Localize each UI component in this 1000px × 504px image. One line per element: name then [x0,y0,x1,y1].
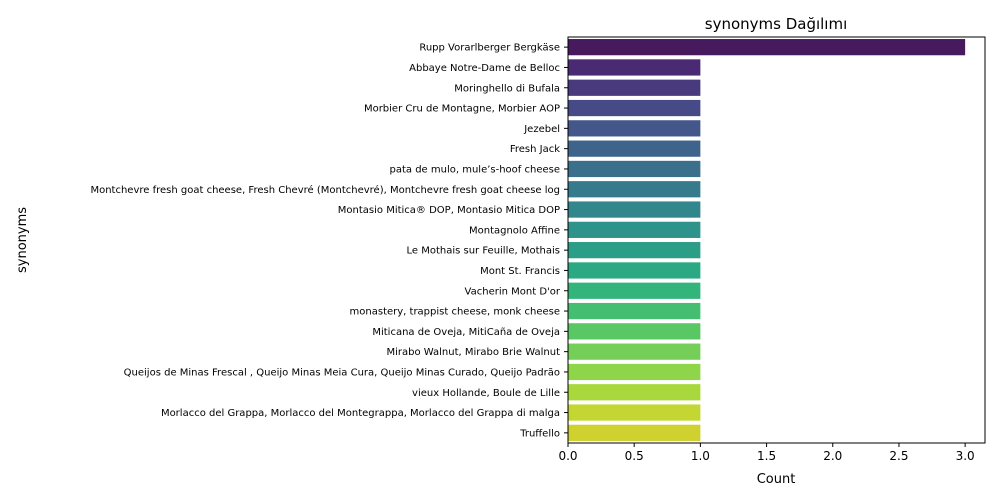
y-tick-label: pata de mulo, mule’s-hoof cheese [390,164,561,175]
bar [568,323,701,340]
y-axis-label: synonyms [15,207,30,273]
y-tick-label: Abbaye Notre-Dame de Belloc [409,63,560,74]
y-tick-label: Fresh Jack [510,144,560,155]
x-ticks: 0.0 0.5 1.0 1.5 2.0 2.5 3.0 [558,443,975,463]
y-tick-label: Truffello [519,428,560,439]
bar [568,201,701,218]
bar [568,363,701,381]
bar [568,404,701,421]
y-tick-label: Montchevre fresh goat cheese, Fresh Chev… [90,184,560,196]
bar [568,59,701,76]
bar [568,160,701,178]
y-tick-label: Morbier Cru de Montagne, Morbier AOP [364,104,560,115]
bar [568,343,701,360]
y-tick-label: Rupp Vorarlberger Bergkäse [419,43,560,54]
bar [568,120,701,137]
plot-frame [567,36,986,444]
x-tick-label: 2.5 [889,449,908,463]
bar [568,39,966,56]
x-tick-label: 2.0 [823,449,842,463]
bar [568,424,701,441]
bar [568,262,701,279]
y-tick-label: Mont St. Francis [480,266,560,277]
bar [568,242,701,259]
x-tick-label: 0.5 [625,449,644,463]
bar [568,221,701,238]
bar [568,302,701,320]
x-tick-label: 0.0 [558,449,577,463]
y-tick-label: Vacherin Mont D'or [465,286,561,297]
bar [568,282,701,299]
y-tick-label: Morlacco del Grappa, Morlacco del Monteg… [161,408,560,419]
y-tick-label: Moringhello di Bufala [454,83,560,94]
y-tick-label: Montagnolo Affine [469,225,560,236]
bar [568,99,701,117]
y-tick-label: vieux Hollande, Boule de Lille [412,388,560,399]
x-tick-label: 1.5 [757,449,776,463]
bar [568,384,701,401]
bar [568,181,701,198]
y-tick-label: Montasio Mitica® DOP, Montasio Mitica DO… [338,205,560,216]
x-tick-label: 3.0 [956,449,975,463]
bars-layer [568,39,966,441]
x-tick-label: 1.0 [691,449,710,463]
y-tick-label: Jezebel [523,124,560,135]
y-tick-label: Queijos de Minas Frescal , Queijo Minas … [124,367,560,378]
y-tick-labels: Rupp Vorarlberger Bergkäse Abbaye Notre-D… [90,43,568,439]
bar [568,140,701,157]
y-tick-label: Miticana de Oveja, MitiCaña de Oveja [372,327,560,338]
x-axis-label: Count [757,472,796,487]
bar [568,79,701,96]
chart-title: synonyms Dağılımı [705,15,848,33]
y-tick-label: monastery, trappist cheese, monk cheese [350,307,560,318]
y-tick-label: Mirabo Walnut, Mirabo Brie Walnut [386,347,560,358]
y-tick-label: Le Mothais sur Feuille, Mothais [406,246,560,257]
